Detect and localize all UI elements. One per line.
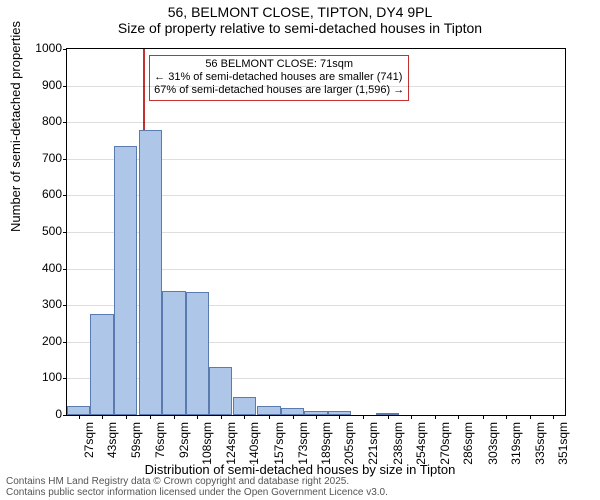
histogram-bar (209, 367, 232, 415)
histogram-bar (139, 130, 162, 415)
histogram-bar (281, 408, 304, 415)
y-tick-label: 100 (32, 370, 62, 384)
y-tick-mark (63, 305, 67, 306)
y-tick-mark (63, 415, 67, 416)
y-tick-label: 700 (32, 151, 62, 165)
x-tick-label: 124sqm (224, 422, 238, 482)
chart-container: 56, BELMONT CLOSE, TIPTON, DY4 9PL Size … (0, 0, 600, 500)
x-tick-label: 157sqm (272, 422, 286, 482)
x-tick-mark (530, 415, 531, 419)
annotation-box: 56 BELMONT CLOSE: 71sqm ← 31% of semi-de… (149, 55, 409, 101)
y-tick-mark (63, 232, 67, 233)
x-tick-label: 205sqm (342, 422, 356, 482)
y-tick-mark (63, 378, 67, 379)
y-tick-mark (63, 49, 67, 50)
annotation-line2: ← 31% of semi-detached houses are smalle… (154, 71, 404, 84)
chart-title-line2: Size of property relative to semi-detach… (0, 20, 600, 36)
x-tick-label: 238sqm (391, 422, 405, 482)
x-tick-mark (150, 415, 151, 419)
x-tick-mark (79, 415, 80, 419)
x-tick-mark (126, 415, 127, 419)
footer-line2: Contains public sector information licen… (6, 487, 388, 498)
x-tick-label: 59sqm (129, 422, 143, 482)
x-tick-mark (506, 415, 507, 419)
x-tick-label: 319sqm (509, 422, 523, 482)
y-tick-mark (63, 159, 67, 160)
y-tick-label: 0 (32, 407, 62, 421)
x-tick-label: 140sqm (247, 422, 261, 482)
plot-area: 56 BELMONT CLOSE: 71sqm ← 31% of semi-de… (66, 48, 566, 416)
histogram-bar (114, 146, 137, 415)
x-tick-mark (388, 415, 389, 419)
x-tick-mark (363, 415, 364, 419)
x-tick-mark (435, 415, 436, 419)
x-tick-label: 43sqm (105, 422, 119, 482)
x-tick-label: 221sqm (366, 422, 380, 482)
histogram-bar (162, 291, 185, 415)
x-tick-mark (174, 415, 175, 419)
y-tick-label: 800 (32, 114, 62, 128)
x-tick-label: 173sqm (296, 422, 310, 482)
y-tick-label: 900 (32, 78, 62, 92)
x-tick-mark (339, 415, 340, 419)
x-tick-mark (221, 415, 222, 419)
histogram-bar (257, 406, 280, 415)
histogram-bar (67, 406, 90, 415)
y-tick-label: 1000 (32, 41, 62, 55)
y-tick-mark (63, 86, 67, 87)
x-tick-label: 286sqm (461, 422, 475, 482)
x-tick-label: 76sqm (153, 422, 167, 482)
x-tick-label: 335sqm (533, 422, 547, 482)
annotation-line1: 56 BELMONT CLOSE: 71sqm (154, 58, 404, 71)
y-tick-label: 600 (32, 187, 62, 201)
x-tick-mark (244, 415, 245, 419)
histogram-bar (233, 397, 256, 415)
x-tick-label: 254sqm (414, 422, 428, 482)
y-tick-mark (63, 269, 67, 270)
y-tick-mark (63, 342, 67, 343)
y-tick-mark (63, 195, 67, 196)
histogram-bar (186, 292, 209, 415)
x-tick-label: 351sqm (556, 422, 570, 482)
x-tick-label: 270sqm (438, 422, 452, 482)
x-tick-label: 108sqm (200, 422, 214, 482)
gridline (67, 86, 565, 87)
y-tick-label: 400 (32, 261, 62, 275)
x-tick-mark (316, 415, 317, 419)
x-tick-mark (553, 415, 554, 419)
x-tick-mark (102, 415, 103, 419)
x-tick-label: 92sqm (177, 422, 191, 482)
x-tick-label: 303sqm (486, 422, 500, 482)
y-tick-label: 500 (32, 224, 62, 238)
y-tick-label: 300 (32, 297, 62, 311)
y-tick-label: 200 (32, 334, 62, 348)
x-tick-mark (269, 415, 270, 419)
y-tick-mark (63, 122, 67, 123)
x-tick-mark (483, 415, 484, 419)
y-axis-label: Number of semi-detached properties (8, 21, 23, 232)
x-tick-mark (197, 415, 198, 419)
x-tick-label: 189sqm (319, 422, 333, 482)
x-tick-label: 27sqm (82, 422, 96, 482)
x-tick-mark (458, 415, 459, 419)
x-tick-mark (411, 415, 412, 419)
chart-title-line1: 56, BELMONT CLOSE, TIPTON, DY4 9PL (0, 0, 600, 20)
x-tick-mark (293, 415, 294, 419)
histogram-bar (90, 314, 113, 415)
gridline (67, 122, 565, 123)
